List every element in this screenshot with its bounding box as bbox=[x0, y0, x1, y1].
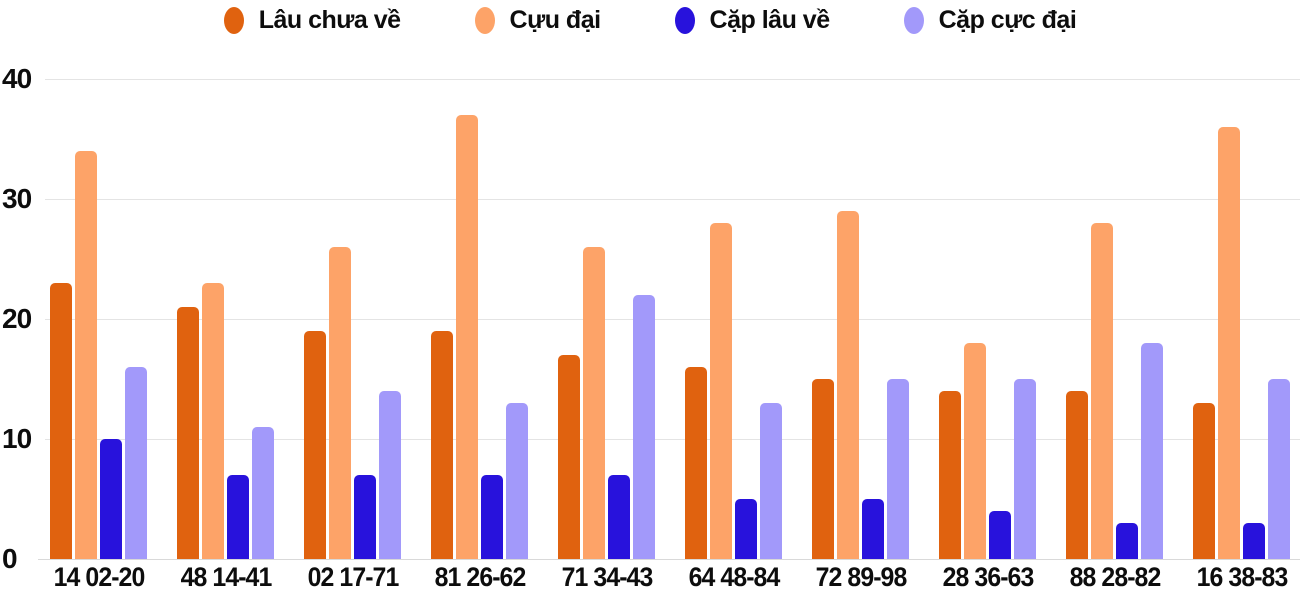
x-axis-category-label: 14 02-20 bbox=[53, 562, 145, 592]
legend-item: Cặp cực đại bbox=[903, 6, 1077, 35]
bar bbox=[760, 403, 782, 559]
bar-group: 48 14-41 bbox=[177, 79, 274, 591]
bar bbox=[633, 295, 655, 559]
bar bbox=[1066, 391, 1088, 559]
x-axis-category-label: 02 17-71 bbox=[307, 562, 399, 592]
x-axis-category-label: 64 48-84 bbox=[688, 562, 780, 592]
bar bbox=[583, 247, 605, 559]
bar-groups: 14 02-20 48 14-41 02 17-71 81 26-62 71 34-43… bbox=[50, 79, 1290, 591]
gridline bbox=[45, 199, 1300, 200]
bar bbox=[1141, 343, 1163, 559]
bar bbox=[1243, 523, 1265, 559]
bar bbox=[685, 367, 707, 559]
legend-item: Cựu đại bbox=[474, 6, 602, 35]
bar bbox=[812, 379, 834, 559]
x-axis-category-label: 48 14-41 bbox=[180, 562, 272, 592]
y-axis-tick-label: 0 bbox=[2, 543, 18, 574]
bar-group: 81 26-62 bbox=[431, 79, 528, 591]
bar bbox=[329, 247, 351, 559]
legend-swatch-icon bbox=[903, 7, 924, 34]
bar-group: 64 48-84 bbox=[685, 79, 782, 591]
bar bbox=[252, 427, 274, 559]
bar bbox=[177, 307, 199, 559]
legend-label: Cặp cực đại bbox=[938, 6, 1077, 34]
bar bbox=[939, 391, 961, 559]
gridline bbox=[38, 559, 1300, 560]
bar bbox=[202, 283, 224, 559]
legend-label: Lâu chưa về bbox=[258, 6, 401, 34]
bar bbox=[1116, 523, 1138, 559]
bar bbox=[1268, 379, 1290, 559]
legend-item: Cặp lâu về bbox=[674, 6, 831, 35]
chart-legend: Lâu chưa về Cựu đại Cặp lâu về Cặp cực đại bbox=[0, 6, 1300, 35]
bar bbox=[1014, 379, 1036, 559]
y-axis-tick-label: 30 bbox=[2, 183, 32, 214]
bar bbox=[837, 211, 859, 559]
bar-group: 72 89-98 bbox=[812, 79, 909, 591]
bar bbox=[100, 439, 122, 559]
bar bbox=[887, 379, 909, 559]
legend-label: Cựu đại bbox=[509, 6, 602, 34]
bar bbox=[735, 499, 757, 559]
bar bbox=[1193, 403, 1215, 559]
bar bbox=[558, 355, 580, 559]
bar bbox=[964, 343, 986, 559]
x-axis-category-label: 81 26-62 bbox=[434, 562, 526, 592]
legend-item: Lâu chưa về bbox=[223, 6, 401, 35]
gridline bbox=[45, 79, 1300, 80]
bar-group: 14 02-20 bbox=[50, 79, 147, 591]
gridline bbox=[45, 439, 1300, 440]
legend-label: Cặp lâu về bbox=[709, 6, 831, 34]
bar bbox=[608, 475, 630, 559]
bar bbox=[1218, 127, 1240, 559]
legend-swatch-icon bbox=[223, 7, 244, 34]
bar bbox=[50, 283, 72, 559]
bar bbox=[75, 151, 97, 559]
bar bbox=[1091, 223, 1113, 559]
bar bbox=[862, 499, 884, 559]
bar-group: 28 36-63 bbox=[939, 79, 1036, 591]
y-axis-tick-label: 10 bbox=[2, 423, 32, 454]
bar-group: 88 28-82 bbox=[1066, 79, 1163, 591]
bar bbox=[304, 331, 326, 559]
x-axis-category-label: 72 89-98 bbox=[815, 562, 907, 592]
bar-group: 02 17-71 bbox=[304, 79, 401, 591]
y-axis-tick-label: 20 bbox=[2, 303, 32, 334]
bar-group: 71 34-43 bbox=[558, 79, 655, 591]
bar bbox=[227, 475, 249, 559]
bar bbox=[456, 115, 478, 559]
bar bbox=[710, 223, 732, 559]
bar bbox=[481, 475, 503, 559]
legend-swatch-icon bbox=[674, 7, 695, 34]
bar bbox=[379, 391, 401, 559]
gridline bbox=[45, 319, 1300, 320]
bar bbox=[506, 403, 528, 559]
x-axis-category-label: 16 38-83 bbox=[1196, 562, 1288, 592]
x-axis-category-label: 88 28-82 bbox=[1069, 562, 1161, 592]
bar bbox=[354, 475, 376, 559]
legend-swatch-icon bbox=[474, 7, 495, 34]
y-axis-tick-label: 40 bbox=[2, 63, 32, 94]
x-axis-category-label: 71 34-43 bbox=[561, 562, 653, 592]
bar bbox=[125, 367, 147, 559]
bar bbox=[989, 511, 1011, 559]
bar bbox=[431, 331, 453, 559]
bar-group: 16 38-83 bbox=[1193, 79, 1290, 591]
x-axis-category-label: 28 36-63 bbox=[942, 562, 1034, 592]
